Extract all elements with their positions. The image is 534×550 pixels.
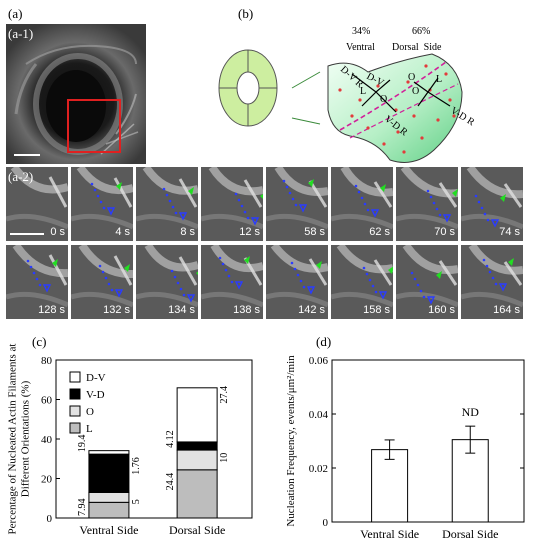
- timelapse-frame: 132 s: [71, 245, 133, 319]
- legend-label: D-V: [86, 372, 106, 384]
- legend-label: L: [86, 423, 93, 435]
- bar-segment-d-v: [176, 387, 218, 443]
- ring-diagram: [218, 49, 278, 127]
- frame-time: 142 s: [298, 304, 325, 316]
- y-tick-label: 0.06: [309, 355, 329, 367]
- timelapse-frame: 62 s: [331, 167, 393, 241]
- data-label: 5: [131, 499, 142, 504]
- timelapse-frame: 134 s: [136, 245, 198, 319]
- orient-label: L: [360, 86, 366, 97]
- frame-time: 4 s: [115, 226, 130, 238]
- orient-label: O: [380, 94, 387, 105]
- timelapse-frame: 12 s: [201, 167, 263, 241]
- x-category-label: Ventral Side: [79, 523, 138, 537]
- y-tick-label: 0: [323, 517, 329, 529]
- frame-time: 138 s: [233, 304, 260, 316]
- ventral-label: Ventral: [346, 42, 375, 53]
- y-tick-label: 60: [41, 395, 53, 407]
- bar-segment-d-v: [88, 450, 130, 455]
- stacked-bar-chart: (c) 0 20 40 60 80 Percentage of Nucleated Act…: [7, 334, 253, 537]
- frame-time: 62 s: [369, 226, 390, 238]
- bar-segment-o: [88, 491, 130, 503]
- panel-label-a1: (a-1): [8, 26, 34, 41]
- scale-bar: [10, 233, 44, 235]
- bar-segment-v-d: [176, 441, 218, 451]
- legend-swatch: [69, 371, 81, 383]
- y-tick-label: 0.04: [309, 409, 329, 421]
- bar: [451, 439, 489, 523]
- x-category-label: Ventral Side: [360, 527, 419, 541]
- timelapse-frame: 164 s: [461, 245, 523, 319]
- dorsal-percent: 66%: [412, 26, 430, 37]
- data-label: 10: [219, 453, 230, 463]
- timelapse-frame: 158 s: [331, 245, 393, 319]
- bar-segment-l: [176, 469, 218, 519]
- bar-segment-o: [176, 449, 218, 471]
- annotation-nd: ND: [462, 405, 480, 419]
- panel-label-a: (a): [8, 6, 23, 21]
- legend-swatch: [69, 405, 81, 417]
- orient-label: O: [412, 86, 419, 97]
- bar-segment-l: [88, 501, 130, 519]
- timelapse-frame: 138 s: [201, 245, 263, 319]
- legend-label: V-D: [86, 389, 105, 401]
- frame-time: 70 s: [434, 226, 455, 238]
- y-tick-label: 40: [41, 434, 53, 446]
- frequency-bar-chart: (d) 0 0.02 0.04 0.06 Nucleation Frequency, e…: [285, 334, 525, 541]
- data-label: 1.76: [131, 457, 142, 475]
- y-tick-label: 0.02: [309, 463, 328, 475]
- legend-label: O: [86, 406, 94, 418]
- data-label: 27.4: [219, 386, 230, 404]
- orient-label: L: [436, 74, 442, 85]
- data-label: 19.4: [77, 435, 88, 453]
- frame-time: 158 s: [363, 304, 390, 316]
- data-label: 24.4: [165, 473, 176, 491]
- x-category-label: Dorsal Side: [442, 527, 498, 541]
- timelapse-frame: 58 s: [266, 167, 328, 241]
- timelapse-frame: 74 s: [461, 167, 523, 241]
- timelapse-grid: 0 s 4 s 8 s 12 s 58 s 62 s 70 s 74 s 128 s 132 s…: [6, 167, 528, 319]
- bar-segment-v-d: [88, 453, 130, 493]
- timelapse-frame: 8 s: [136, 167, 198, 241]
- frame-time: 134 s: [168, 304, 195, 316]
- frame-time: 12 s: [239, 226, 260, 238]
- data-label: 4.12: [165, 430, 176, 448]
- region-of-interest-box: [67, 99, 121, 153]
- timelapse-frame: 70 s: [396, 167, 458, 241]
- ventral-percent: 34%: [352, 26, 370, 37]
- y-tick-label: 0: [47, 513, 53, 525]
- frame-time: 8 s: [180, 226, 195, 238]
- y-axis-label: Nucleation Frequency, events/μm²/min: [285, 355, 297, 527]
- frame-time: 74 s: [499, 226, 520, 238]
- frame-time: 160 s: [428, 304, 455, 316]
- legend-swatch: [69, 422, 81, 434]
- y-tick-label: 20: [41, 474, 53, 486]
- timelapse-frame: 128 s: [6, 245, 68, 319]
- panel-label-c: (c): [32, 334, 46, 349]
- micrograph-a1: (a-1): [6, 24, 146, 164]
- plot-frame: [331, 359, 525, 523]
- data-label: 7.94: [77, 499, 88, 517]
- orient-label: O: [408, 72, 415, 83]
- frame-time: 132 s: [103, 304, 130, 316]
- panel-label-a2: (a-2): [8, 169, 34, 184]
- cell-schematic: D-V R D-V L O V-D R O O L V-D R 34% 66% …: [200, 20, 530, 170]
- y-axis-label: Percentage of Nucleated Actin Filaments …: [7, 344, 32, 535]
- timelapse-frame: 4 s: [71, 167, 133, 241]
- frame-time: 58 s: [304, 226, 325, 238]
- legend-swatch: [69, 388, 81, 400]
- bar: [371, 449, 409, 523]
- y-tick-label: 80: [41, 355, 53, 367]
- panel-label-b: (b): [238, 6, 254, 21]
- frame-time: 0 s: [50, 226, 65, 238]
- frame-time: 128 s: [38, 304, 65, 316]
- timelapse-frame: 142 s: [266, 245, 328, 319]
- timelapse-frame: 0 s: [6, 167, 68, 241]
- dorsal-side-label: Dorsal Side: [392, 42, 442, 53]
- panel-label-d: (d): [316, 334, 331, 349]
- x-category-label: Dorsal Side: [169, 523, 225, 537]
- frame-time: 164 s: [493, 304, 520, 316]
- timelapse-frame: 160 s: [396, 245, 458, 319]
